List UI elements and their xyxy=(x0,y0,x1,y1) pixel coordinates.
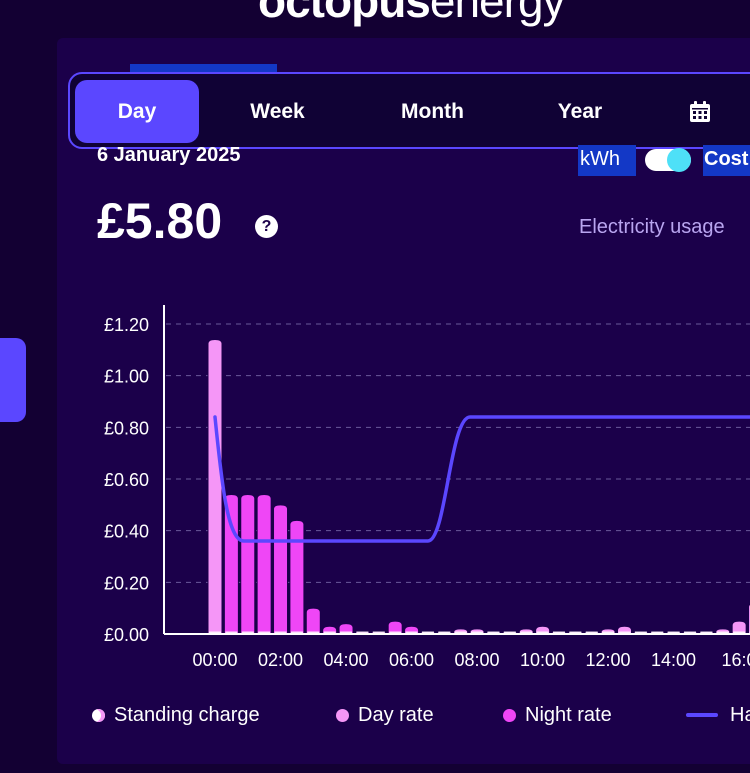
legend-night-rate[interactable]: Night rate xyxy=(503,702,612,728)
toggle-knob xyxy=(667,148,691,172)
chart-bar[interactable] xyxy=(518,628,534,635)
legend-standing-charge[interactable]: Standing charge xyxy=(92,702,260,728)
chart-bar[interactable] xyxy=(715,628,731,635)
chart-bar[interactable] xyxy=(305,607,321,635)
y-tick-label: £1.00 xyxy=(104,367,149,387)
tab-day[interactable]: Day xyxy=(75,80,199,143)
y-tick-label: £1.20 xyxy=(104,315,149,335)
chart-bar[interactable] xyxy=(289,519,305,635)
chart-bar[interactable] xyxy=(338,623,354,635)
side-drawer-handle[interactable] xyxy=(0,338,26,422)
help-icon[interactable]: ? xyxy=(255,215,278,238)
chart-bar[interactable] xyxy=(731,620,747,635)
y-tick-label: £0.80 xyxy=(104,418,149,438)
total-cost: £5.80 xyxy=(97,193,223,249)
legend-label: Standing charge xyxy=(114,703,260,726)
rate-line-swatch xyxy=(686,713,718,717)
calendar-button[interactable] xyxy=(660,80,740,143)
chart-bar[interactable] xyxy=(617,625,632,635)
x-tick-label: 10:00 xyxy=(520,650,565,670)
legend-label: Day rate xyxy=(358,703,434,726)
x-tick-label: 08:00 xyxy=(454,650,499,670)
brand-logo: octopusenergy xyxy=(258,0,566,27)
y-tick-label: £0.60 xyxy=(104,470,149,490)
legend-day-rate[interactable]: Day rate xyxy=(336,702,434,728)
chart-bar[interactable] xyxy=(453,628,469,635)
legend-rate-line[interactable]: Ha xyxy=(686,702,750,728)
chart-bar[interactable] xyxy=(387,620,403,635)
selected-date: 6 January 2025 xyxy=(97,144,241,166)
x-tick-label: 16:0 xyxy=(721,650,750,670)
x-tick-label: 06:00 xyxy=(389,650,434,670)
x-tick-label: 00:00 xyxy=(192,650,237,670)
chart-bar[interactable] xyxy=(600,628,616,635)
chart-bar[interactable] xyxy=(404,625,420,635)
usage-type-label: Electricity usage xyxy=(579,216,725,238)
chart-bar[interactable] xyxy=(322,625,338,635)
legend-label: Night rate xyxy=(525,703,612,726)
day-rate-swatch xyxy=(336,708,349,722)
x-tick-label: 04:00 xyxy=(323,650,368,670)
chart-bar[interactable] xyxy=(273,504,289,635)
chart-bar[interactable] xyxy=(535,625,551,635)
chart-line-series xyxy=(213,415,750,543)
unit-kwh-label[interactable]: kWh xyxy=(578,145,636,176)
legend-label: Ha xyxy=(730,703,750,726)
tab-week[interactable]: Week xyxy=(250,99,305,123)
chart-bar[interactable] xyxy=(256,493,272,635)
unit-cost-label[interactable]: Cost xyxy=(703,145,750,176)
x-tick-label: 12:00 xyxy=(585,650,630,670)
chart-bar[interactable] xyxy=(223,493,239,635)
tab-year[interactable]: Year xyxy=(557,99,603,123)
y-tick-label: £0.40 xyxy=(104,522,149,542)
usage-chart: £0.00 £0.20 £0.40 £0.60 £0.80 £1.00 £1.20 00:0… xyxy=(104,305,750,670)
chart-bar[interactable] xyxy=(207,338,223,635)
period-tabs: Day Week Month Year xyxy=(68,72,750,149)
calendar-icon xyxy=(690,100,710,122)
standing-charge-swatch xyxy=(92,708,105,722)
y-tick-label: £0.20 xyxy=(104,573,149,593)
chart-bar[interactable] xyxy=(469,628,485,635)
unit-toggle[interactable] xyxy=(645,148,691,172)
tab-month[interactable]: Month xyxy=(401,99,464,123)
tab-focus-accent xyxy=(130,64,277,74)
night-rate-swatch xyxy=(503,708,516,722)
chart-bar[interactable] xyxy=(240,493,256,635)
y-tick-label: £0.00 xyxy=(104,625,149,645)
x-tick-label: 14:00 xyxy=(651,650,696,670)
x-tick-label: 02:00 xyxy=(258,650,303,670)
